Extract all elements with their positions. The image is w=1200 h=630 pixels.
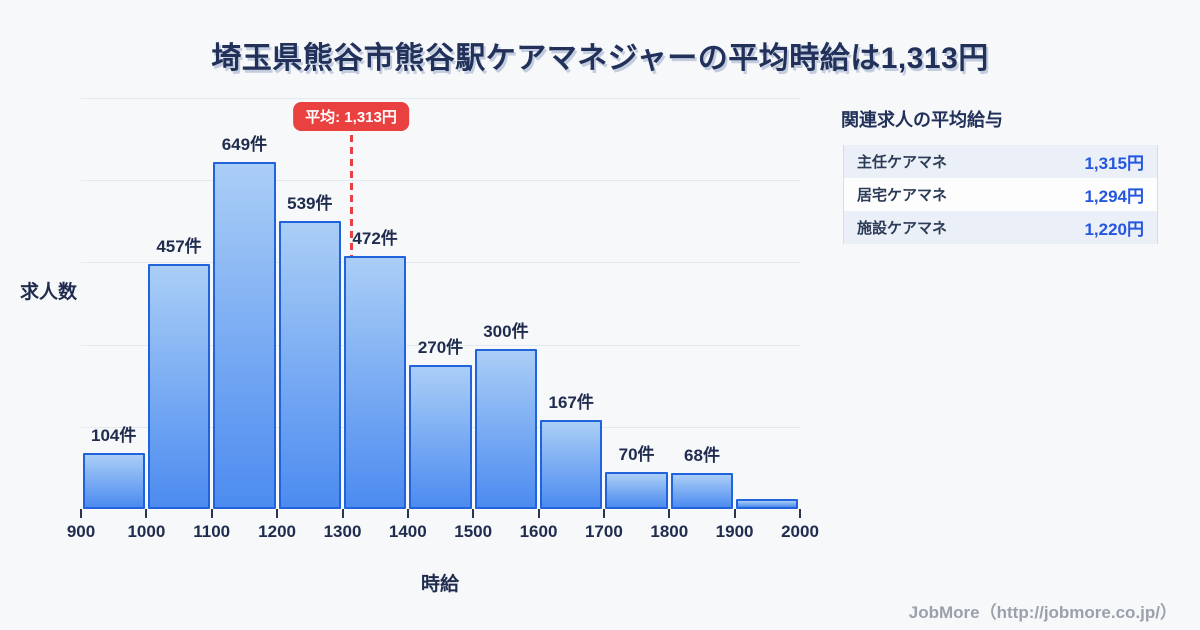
x-axis-tick — [668, 509, 671, 518]
x-axis-tick — [602, 509, 605, 518]
x-tick-label: 900 — [66, 522, 96, 541]
job-type-label: 居宅ケアマネ — [857, 187, 948, 204]
bar-value-label: 649件 — [221, 134, 268, 154]
bar-value-label: 300件 — [483, 321, 529, 341]
bar-1500-1600 — [474, 348, 538, 509]
bar-value-label: 104件 — [91, 426, 137, 446]
bar-value-label: 68件 — [684, 445, 720, 465]
x-axis-tick — [799, 509, 801, 518]
salary-row: 居宅ケアマネ 1,294円 — [844, 178, 1157, 211]
salary-value: 1,294円 — [1084, 187, 1144, 206]
page-title: 埼玉県熊谷市熊谷駅ケアマネジャーの平均時給は1,313円 — [211, 42, 989, 75]
bar-1800-1900 — [670, 472, 734, 509]
bar-value-label: 70件 — [618, 444, 655, 464]
x-tick-label: 1700 — [584, 522, 623, 541]
x-axis-tick — [210, 509, 213, 518]
bar-value-label: 539件 — [287, 193, 333, 213]
x-tick-label: 1100 — [193, 522, 231, 541]
x-axis-tick — [733, 509, 736, 518]
salary-value: 1,220円 — [1084, 220, 1144, 239]
bar-1100-1200 — [213, 161, 276, 509]
bar-1400-1500 — [409, 364, 472, 509]
bar-1300-1400 — [344, 256, 407, 509]
x-axis-tick — [472, 509, 475, 518]
average-badge: 平均: 1,313円 — [293, 102, 409, 131]
salary-value: 1,315円 — [1084, 154, 1144, 173]
x-axis-tick — [145, 509, 148, 518]
x-axis-tick — [537, 509, 540, 518]
salary-row: 主任ケアマネ 1,315円 — [844, 145, 1157, 178]
related-jobs-panel-title: 関連求人の平均給与 — [841, 110, 1003, 130]
job-type-label: 主任ケアマネ — [857, 154, 948, 171]
x-axis-tick — [80, 509, 82, 518]
x-tick-label: 1400 — [388, 522, 427, 541]
x-axis-tick — [276, 509, 279, 518]
footer-credit: JobMore（http://jobmore.co.jp/） — [908, 603, 1177, 622]
salary-row: 施設ケアマネ 1,220円 — [844, 211, 1157, 244]
x-tick-label: 1600 — [519, 522, 558, 541]
bar-value-label: 167件 — [548, 392, 594, 412]
x-tick-label: 1200 — [258, 522, 297, 541]
bar-1000-1100 — [147, 264, 211, 509]
x-tick-label: 2000 — [781, 522, 819, 541]
bar-1700-1800 — [605, 471, 668, 509]
bar-value-label: 270件 — [417, 337, 464, 357]
x-axis-tick — [341, 509, 344, 518]
gridline — [81, 344, 800, 346]
gridline — [81, 262, 800, 264]
bar-value-label: 457件 — [156, 237, 202, 257]
x-tick-label: 1800 — [650, 522, 689, 541]
bar-1600-1700 — [540, 419, 603, 509]
x-tick-label: 1300 — [323, 522, 362, 541]
related-jobs-table: 主任ケアマネ 1,315円 居宅ケアマネ 1,294円 施設ケアマネ 1,220… — [843, 145, 1158, 244]
x-axis-tick — [406, 509, 409, 518]
x-axis-label: 時給 — [420, 574, 460, 595]
job-type-label: 施設ケアマネ — [857, 220, 948, 237]
bar-1200-1300 — [278, 220, 341, 509]
y-axis-label: 求人数 — [20, 282, 78, 303]
x-tick-label: 1000 — [127, 522, 166, 541]
gridline — [81, 180, 800, 182]
bar-1900-2000 — [736, 498, 799, 509]
wage-histogram-chart: 平均: 1,313円 104件 457件 649件 539件 472件 270件 300件 1… — [67, 98, 819, 541]
x-tick-label: 1900 — [715, 522, 754, 541]
bar-900-1000 — [82, 453, 145, 509]
gridline — [81, 98, 800, 99]
x-tick-label: 1500 — [454, 522, 493, 541]
bar-value-label: 472件 — [352, 229, 398, 249]
